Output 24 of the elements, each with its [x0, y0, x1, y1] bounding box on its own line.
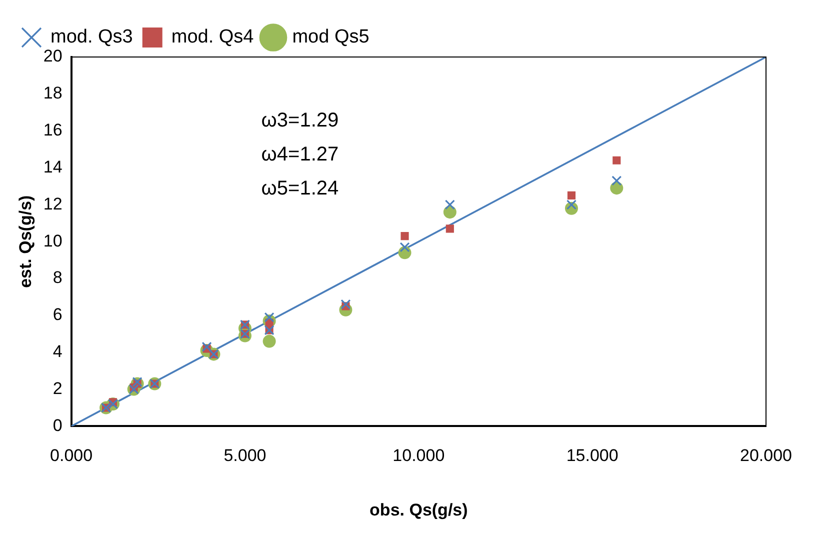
- legend-label: mod Qs5: [292, 26, 370, 48]
- annotation: ω5=1.24: [261, 178, 339, 200]
- y-tick-label: 16: [43, 120, 62, 140]
- x-axis-title: obs. Qs(g/s): [370, 500, 468, 520]
- x-tick-label: 10.000: [392, 446, 445, 466]
- y-tick-label: 4: [52, 342, 62, 362]
- annotation: ω3=1.29: [261, 110, 339, 132]
- y-tick-label: 10: [43, 231, 62, 250]
- y-tick-label: 14: [43, 157, 62, 176]
- x-tick-label: 5.000: [224, 446, 266, 466]
- y-tick-label: 18: [43, 84, 62, 103]
- y-tick-label: 20: [43, 46, 62, 66]
- y-axis-title: est. Qs(g/s): [16, 195, 35, 288]
- x-tick-label: 0.000: [50, 446, 93, 466]
- x-tick-label: 15.000: [566, 446, 618, 466]
- y-tick-label: 2: [52, 378, 62, 398]
- x-tick-label: 20.000: [740, 446, 792, 466]
- y-tick-label: 12: [43, 194, 62, 214]
- legend-label: mod. Qs3: [50, 26, 133, 48]
- annotation: ω4=1.27: [261, 144, 339, 166]
- y-tick-label: 8: [52, 268, 62, 288]
- y-tick-label: 6: [52, 305, 62, 324]
- legend-label: mod. Qs4: [171, 26, 254, 48]
- y-tick-label: 0: [52, 416, 62, 435]
